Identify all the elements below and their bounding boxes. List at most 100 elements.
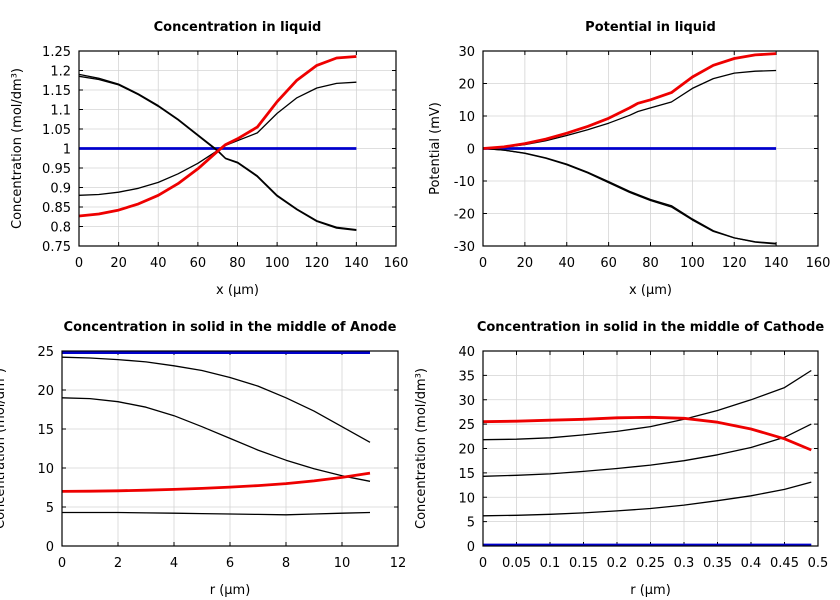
x-tick-label: 0.15	[569, 556, 598, 571]
series-line-t3	[483, 69, 777, 150]
x-tick-label: 0.25	[636, 556, 665, 571]
chart-title: Concentration in solid in the middle of …	[477, 320, 825, 335]
y-axis-label: Potential (mV)	[428, 102, 443, 195]
series-line-t1	[62, 356, 371, 443]
x-tick-label: 0.35	[703, 556, 732, 571]
y-tick-label: 30	[458, 394, 475, 409]
series-line-final	[62, 471, 371, 493]
chart-3: 0 2 4 6 8 10 12 0 5 10 15 20 25 Concentration in soli…	[0, 320, 406, 598]
x-tick-label: 100	[265, 256, 290, 271]
x-tick-label: 8	[282, 556, 290, 571]
y-tick-label: 10	[458, 491, 475, 506]
x-tick-label: 0.5	[808, 556, 829, 571]
series-line-final	[483, 52, 777, 150]
series-line-final	[79, 55, 357, 218]
x-tick-label: 140	[344, 256, 369, 271]
x-tick-label: 0	[479, 556, 487, 571]
y-tick-label: 10	[458, 110, 475, 125]
x-tick-label: 10	[334, 556, 351, 571]
chart-title: Concentration in liquid	[154, 20, 322, 35]
y-tick-label: 1	[63, 143, 71, 158]
x-axis-label: r (µm)	[630, 583, 671, 598]
plot-frame	[61, 350, 399, 547]
x-tick-label: 40	[150, 256, 167, 271]
x-tick-label: 80	[642, 256, 659, 271]
y-axis-label: Concentration (mol/dm³)	[10, 68, 25, 229]
chart-1: 0 20 40 60 80 100 120 140 160 0.75 0.8 0.85 0.9 0.95 1…	[10, 20, 408, 298]
y-tick-label: 5	[467, 516, 475, 531]
series-line-t3	[79, 81, 357, 196]
x-tick-label: 2	[114, 556, 122, 571]
y-tick-label: 1.05	[42, 123, 71, 138]
plot-frame	[482, 50, 819, 247]
x-tick-label: 0.2	[607, 556, 628, 571]
y-tick-label: 20	[37, 384, 54, 399]
plot-frame	[482, 350, 819, 547]
y-tick-label: 5	[46, 501, 54, 516]
x-tick-label: 60	[190, 256, 207, 271]
y-tick-label: -10	[454, 175, 475, 190]
x-tick-label: 120	[722, 256, 747, 271]
series-line-t2	[62, 397, 371, 482]
y-tick-label: 1.15	[42, 84, 71, 99]
x-tick-label: 120	[304, 256, 329, 271]
series-line-t2	[79, 75, 357, 232]
x-tick-label: 12	[390, 556, 407, 571]
x-tick-label: 0.4	[741, 556, 762, 571]
x-tick-label: 0.45	[770, 556, 799, 571]
y-tick-label: 0	[467, 540, 475, 555]
x-tick-label: 20	[517, 256, 534, 271]
y-tick-label: 0.8	[50, 221, 71, 236]
y-tick-label: 1.25	[42, 45, 71, 60]
x-tick-label: 20	[110, 256, 127, 271]
y-tick-label: 0.85	[42, 201, 71, 216]
x-axis-label: x (µm)	[629, 283, 672, 298]
y-tick-label: 0	[46, 540, 54, 555]
y-tick-label: 1.1	[50, 104, 71, 119]
y-tick-label: 35	[458, 369, 475, 384]
x-tick-label: 60	[600, 256, 617, 271]
y-tick-label: 15	[458, 467, 475, 482]
y-tick-label: 25	[37, 345, 54, 360]
x-tick-label: 0.1	[540, 556, 561, 571]
series-line-t2	[483, 423, 812, 477]
y-tick-label: 20	[458, 443, 475, 458]
chart-4: 0 0.05 0.1 0.15 0.2 0.25 0.3 0.35 0.4 0.45 0.5 0 5 10…	[414, 320, 828, 598]
x-tick-label: 160	[384, 256, 409, 271]
x-tick-label: 0.3	[674, 556, 695, 571]
x-tick-label: 0	[75, 256, 83, 271]
series-line-t2	[483, 147, 777, 245]
y-tick-label: -20	[454, 208, 475, 223]
series-line-t1	[483, 147, 777, 245]
x-tick-label: 6	[226, 556, 234, 571]
x-tick-label: 100	[680, 256, 705, 271]
y-tick-label: 10	[37, 462, 54, 477]
x-tick-label: 80	[229, 256, 246, 271]
x-axis-label: x (µm)	[216, 283, 259, 298]
y-tick-label: 0	[467, 143, 475, 158]
series-line-final	[483, 415, 812, 452]
series-line-t1	[483, 369, 812, 441]
chart-title: Potential in liquid	[585, 20, 716, 35]
y-axis-label: Concentration (mol/dm³)	[414, 368, 429, 529]
series-line-t3	[62, 511, 371, 516]
y-tick-label: 1.2	[50, 65, 71, 80]
series-line-t3	[483, 481, 812, 517]
x-tick-label: 40	[558, 256, 575, 271]
x-tick-label: 0	[58, 556, 66, 571]
y-axis-label: Concentration (mol/dm³)	[0, 368, 8, 529]
plot-frame	[78, 50, 397, 247]
x-tick-label: 0.05	[502, 556, 531, 571]
y-tick-label: 0.75	[42, 240, 71, 255]
y-tick-label: 15	[37, 423, 54, 438]
y-tick-label: 0.95	[42, 162, 71, 177]
x-tick-label: 160	[806, 256, 831, 271]
y-tick-label: 0.9	[50, 182, 71, 197]
y-tick-label: -30	[454, 240, 475, 255]
x-tick-label: 4	[170, 556, 178, 571]
y-tick-label: 20	[458, 78, 475, 93]
y-tick-label: 30	[458, 45, 475, 60]
x-tick-label: 0	[479, 256, 487, 271]
chart-2: 0 20 40 60 80 100 120 140 160 -30 -20 -10 0 10 20 30 Pot…	[428, 20, 830, 298]
